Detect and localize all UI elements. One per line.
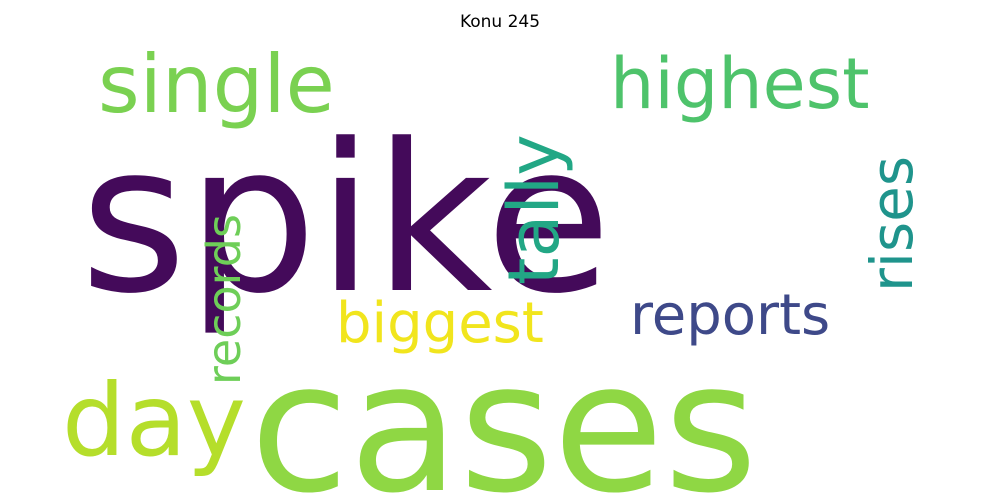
word-biggest: biggest: [336, 291, 544, 356]
word-reports: reports: [630, 283, 830, 348]
word-single: single: [98, 38, 335, 131]
word-highest: highest: [610, 43, 870, 125]
word-day: day: [62, 362, 246, 479]
word-tally: tally: [493, 134, 575, 285]
word-records: records: [197, 214, 251, 385]
word-spike: spike: [80, 101, 611, 339]
word-rises: rises: [858, 156, 926, 292]
chart-title: Konu 245: [459, 12, 541, 32]
word-cases: cases: [250, 324, 758, 500]
